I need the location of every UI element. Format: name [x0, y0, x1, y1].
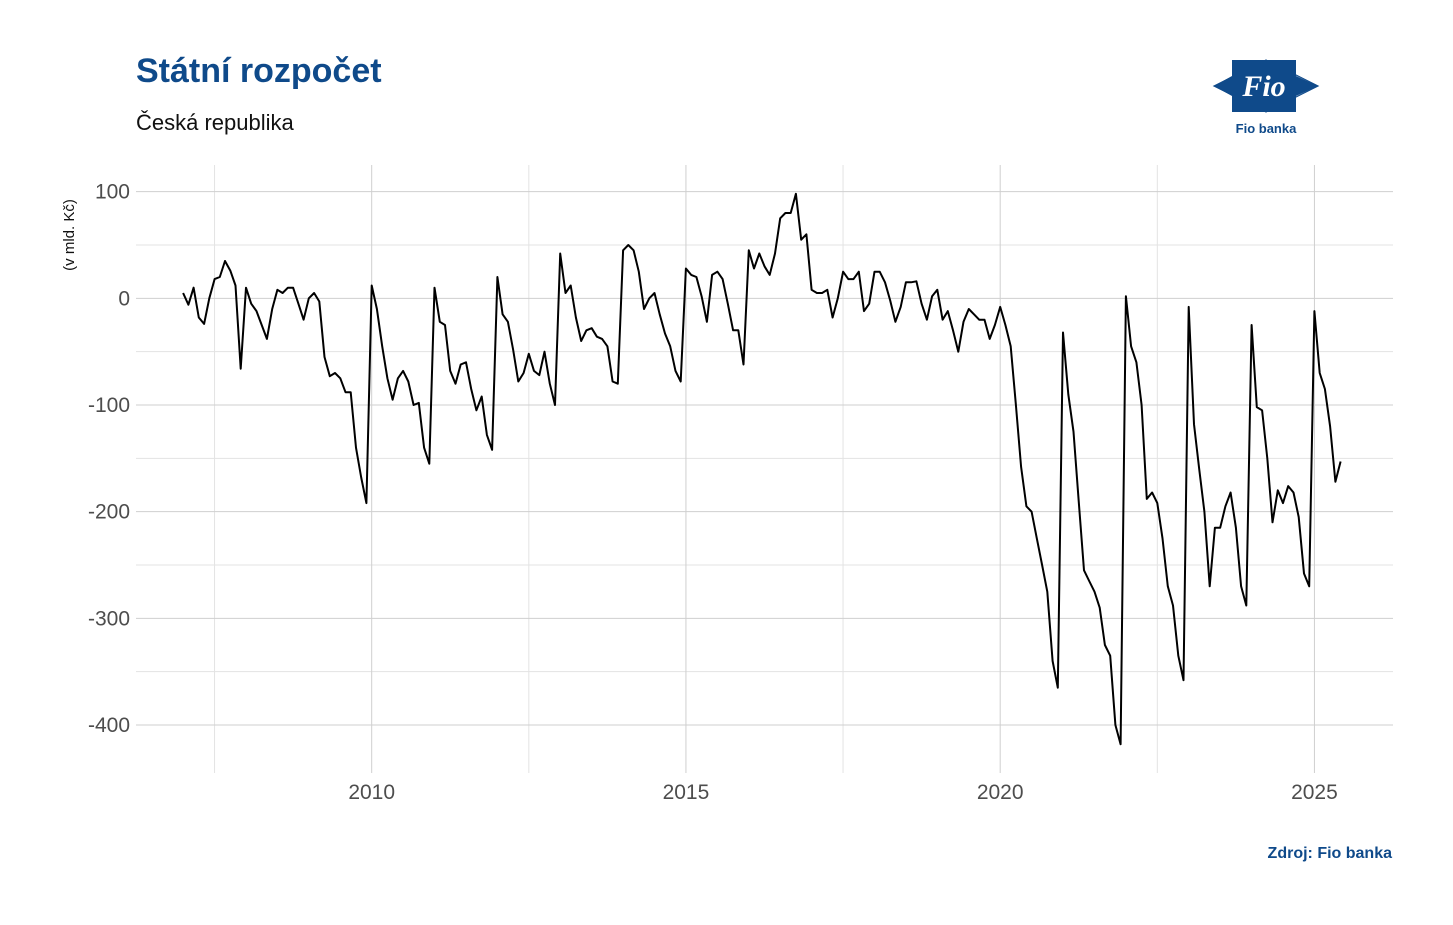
x-tick-label: 2010 [348, 781, 395, 804]
series-line [182, 192, 1342, 746]
chart-subtitle: Česká republika [136, 110, 294, 135]
major-grid [136, 165, 1393, 773]
x-tick-label: 2025 [1291, 781, 1338, 804]
fio-logo-icon: Fio [1212, 59, 1320, 113]
y-axis-label: (v mld. Kč) [61, 199, 78, 271]
y-tick-label: 0 [118, 287, 130, 310]
y-tick-label: -400 [88, 714, 130, 737]
y-axis-ticks: 100 0 -100 -200 -300 -400 [88, 181, 130, 737]
source-note: Zdroj: Fio banka [1267, 845, 1392, 862]
x-tick-label: 2020 [977, 781, 1024, 804]
y-tick-label: -300 [88, 607, 130, 630]
x-axis-ticks: 2010 2015 2020 2025 [348, 781, 1337, 804]
y-tick-label: 100 [95, 181, 130, 204]
logo-text: Fio banka [1235, 121, 1297, 136]
y-tick-label: -100 [88, 394, 130, 417]
logo-mark-text: Fio [1241, 70, 1285, 103]
chart-title: Státní rozpočet [136, 52, 382, 90]
fio-logo: Fio Fio banka [1210, 56, 1322, 138]
minor-grid [136, 165, 1393, 773]
x-tick-label: 2015 [663, 781, 710, 804]
y-tick-label: -200 [88, 501, 130, 524]
